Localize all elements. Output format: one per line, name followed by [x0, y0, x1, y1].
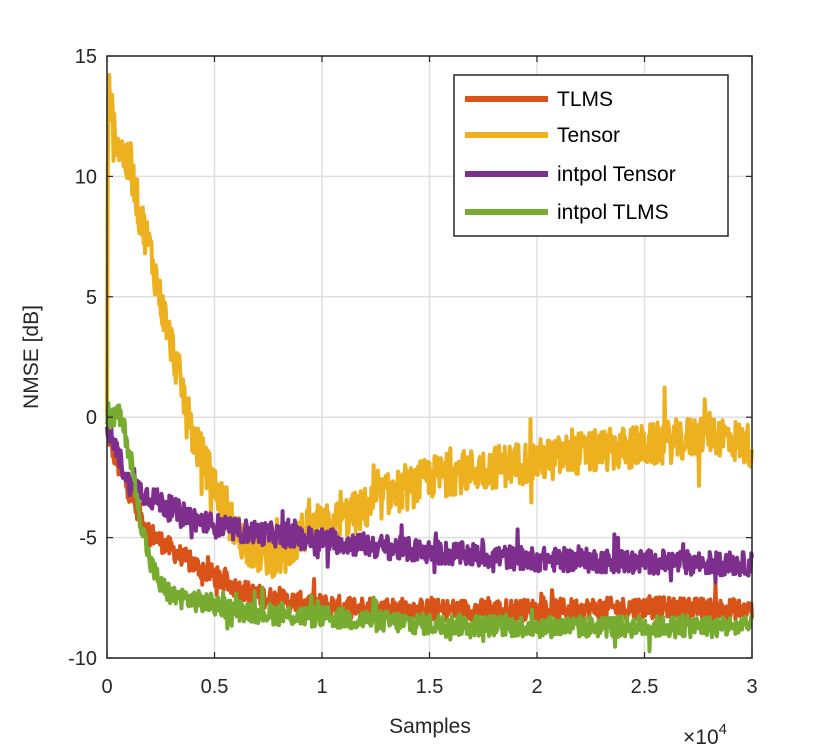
- y-axis-label: NMSE [dB]: [20, 305, 43, 409]
- series-line-intpol-tensor: [105, 418, 754, 585]
- x-tick-label: 3: [746, 676, 757, 698]
- legend-label-tlms: TLMS: [557, 88, 613, 111]
- x-tick-label: 0.5: [201, 676, 229, 698]
- x-multiplier-exponent: 4: [719, 721, 727, 738]
- legend-label-intpol-tlms: intpol TLMS: [557, 201, 669, 224]
- legend-label-intpol-tensor: intpol Tensor: [557, 163, 676, 186]
- series-line-tlms: [105, 427, 754, 635]
- series-line-tensor: [105, 73, 754, 579]
- x-tick-label: 1: [316, 676, 327, 698]
- x-tick-label: 2.5: [631, 676, 659, 698]
- x-multiplier-base: ×10: [683, 726, 719, 749]
- y-tick-label: -5: [79, 528, 97, 550]
- x-tick-label: 1.5: [416, 676, 444, 698]
- x-tick-label: 2: [531, 676, 542, 698]
- series-lines: [105, 73, 754, 654]
- axis-ticks: 0 0.5 1 1.5 2 2.5 3 -10 -5 0 5 10 15: [68, 46, 757, 698]
- y-tick-label: 10: [75, 166, 97, 188]
- x-axis-label: Samples: [389, 715, 471, 738]
- x-multiplier: ×104: [683, 721, 727, 749]
- legend-label-tensor: Tensor: [557, 124, 620, 147]
- x-tick-label: 0: [101, 676, 112, 698]
- y-tick-label: 15: [75, 46, 97, 68]
- y-tick-label: 5: [86, 287, 97, 309]
- series-line-intpol-tlms: [105, 401, 754, 654]
- legend: TLMS Tensor intpol Tensor intpol TLMS: [453, 74, 729, 237]
- y-tick-label: -10: [68, 648, 97, 670]
- y-tick-label: 0: [86, 407, 97, 429]
